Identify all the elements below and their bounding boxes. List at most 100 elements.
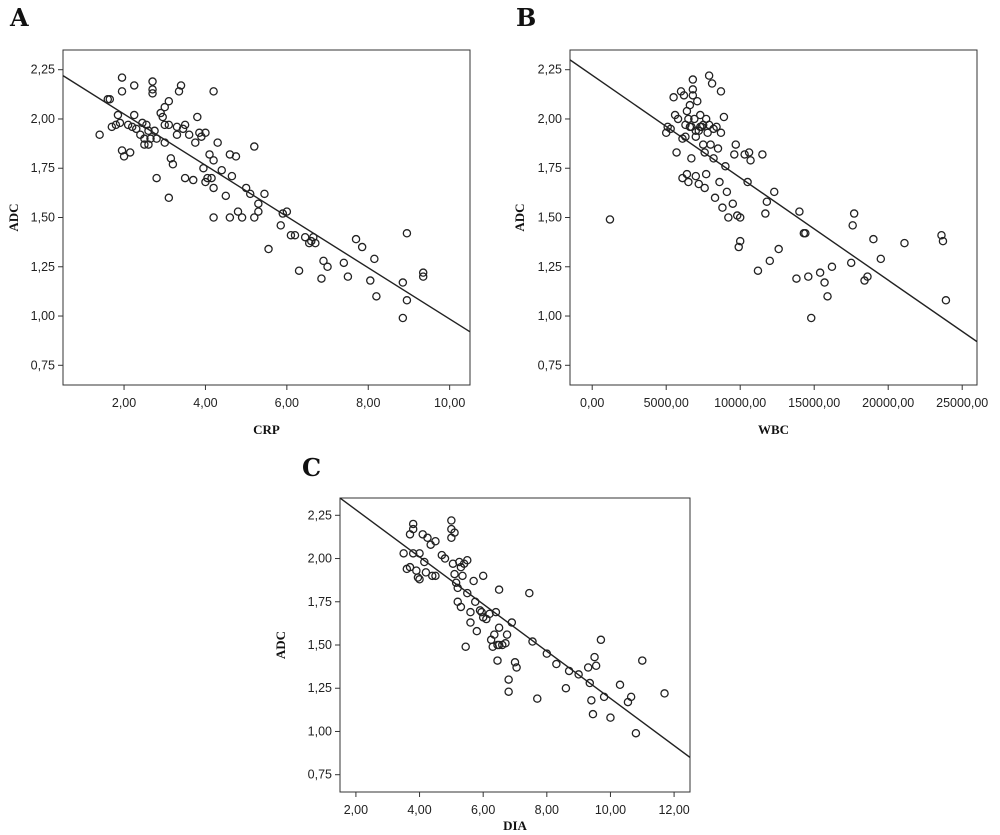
panel-b-data-point [721, 162, 730, 171]
panel-a-data-point [119, 152, 129, 161]
panel-b-y-tick-label: 1,75 [538, 161, 562, 175]
panel-c-data-point [399, 549, 408, 558]
panel-a-data-point [140, 134, 149, 143]
panel-a-data-point [372, 292, 381, 301]
panel-c-y-tick-label: 1,75 [308, 595, 332, 609]
panel-b-data-point [695, 110, 705, 120]
panel-b-data-point [731, 140, 741, 149]
panel-c-data-point [440, 554, 450, 563]
panel-a-x-tick-label: 8,00 [356, 396, 380, 410]
panel-b-data-point [669, 93, 678, 102]
panel-c-x-tick-label: 12,00 [658, 803, 689, 817]
panel-a-data-point [402, 229, 412, 238]
panel-b-y-tick-label: 0,75 [538, 358, 562, 372]
panel-c-data-point [408, 549, 418, 558]
panel-b-data-point [688, 75, 698, 84]
panel-c-data-point [475, 606, 485, 615]
panel-b-data-point [700, 148, 709, 157]
panel-b-y-tick-label: 1,50 [538, 211, 562, 225]
panel-a-data-point [209, 183, 218, 193]
panel-b-data-point [701, 169, 711, 179]
panel-a-data-point [309, 232, 318, 242]
panel-c-data-point [512, 663, 521, 672]
panel-c-data-point [493, 656, 502, 665]
panel-a-data-point [205, 150, 214, 159]
panel-a-data-point [142, 120, 151, 130]
panel-c-data-point [461, 642, 470, 651]
panel-a-data-point [217, 165, 226, 175]
panel-b-data-point [863, 272, 872, 281]
panel-c-x-tick-label: 10,00 [595, 803, 626, 817]
panel-b-data-point [869, 234, 878, 244]
panel-b-data-point [849, 209, 859, 218]
panel-a-data-point [286, 230, 296, 240]
panel-b-data-point [827, 262, 837, 272]
panel-c-data-point [596, 635, 606, 645]
panel-a-data-point [152, 173, 161, 183]
panel-b-data-point [728, 199, 738, 208]
panel-a-data-point [418, 272, 428, 281]
panel-b-data-point [735, 236, 745, 246]
panel-b-x-tick-label: 15000,00 [788, 396, 840, 410]
panel-b-data-point [735, 213, 745, 222]
panel-c-data-point [405, 562, 415, 572]
panel-a-y-tick-label: 0,75 [31, 358, 55, 372]
panel-b-data-point [694, 179, 704, 189]
panel-b-data-point [746, 156, 755, 165]
panel-b-data-point [753, 266, 763, 275]
panel-c-data-point [463, 588, 472, 598]
panel-c-data-point [615, 680, 625, 690]
panel-a-data-point [323, 262, 332, 272]
panel-a-data-point [127, 122, 137, 132]
panel-b-data-point [724, 213, 733, 222]
panel-b-data-point [938, 236, 948, 246]
panel-b-data-point [691, 171, 701, 181]
panel-b-data-point [792, 274, 801, 283]
panel-a-y-tick-label: 1,75 [31, 161, 55, 175]
panel-b-data-point [734, 242, 743, 252]
panel-b-data-point [762, 197, 772, 206]
panel-c-data-point [494, 623, 504, 632]
panel-a-data-point [209, 87, 218, 96]
panel-b-plot-area [569, 49, 978, 386]
panel-b-data-point [804, 272, 813, 281]
panel-b-x-tick-label: 20000,00 [862, 396, 914, 410]
panel-a-chart: A 2,00 4,00 6,00 8,00 10,00 0,75 1,00 1,25 1,50 1,… [6, 3, 471, 437]
panel-a-data-point [150, 126, 159, 136]
panel-a-data-point [231, 152, 241, 161]
panel-a-y-tick-label: 1,00 [31, 309, 55, 323]
panel-c-x-tick-label: 4,00 [407, 803, 431, 817]
panel-b-letter: B [516, 3, 536, 32]
panel-c-data-point [451, 578, 461, 587]
panel-c-data-point [428, 571, 437, 581]
panel-c-data-point [507, 618, 517, 627]
panel-a-data-point [113, 110, 123, 120]
panel-a-data-point [164, 96, 174, 106]
panel-c-data-point [561, 683, 571, 693]
panel-b-data-point [666, 124, 675, 134]
panel-b-data-point [707, 79, 717, 88]
panel-b-data-point [712, 122, 721, 132]
panel-c-x-tick-label: 8,00 [535, 803, 559, 817]
panel-a-data-point [339, 258, 349, 268]
panel-c-fit-line [340, 498, 690, 758]
panel-a-data-point [138, 118, 147, 128]
panel-a-data-point [160, 120, 169, 130]
panel-a-data-point [398, 278, 408, 287]
panel-b-data-point [848, 221, 857, 230]
panel-c-x-tick-label: 2,00 [344, 803, 368, 817]
panel-a-data-point [311, 238, 320, 248]
panel-b-data-point [820, 278, 829, 287]
panel-b-data-point [685, 100, 695, 110]
panel-c-plot-area [339, 497, 691, 793]
panel-c-data-point [463, 556, 472, 565]
panel-c-data-point [542, 649, 552, 658]
panel-a-data-point [148, 89, 157, 98]
panel-c-data-point [423, 533, 432, 543]
panel-a-data-point [254, 207, 263, 216]
panel-b-data-point [684, 177, 693, 187]
panel-a-data-point [351, 234, 361, 244]
panel-a-data-point [264, 244, 273, 254]
panel-a-plot-area [62, 49, 471, 386]
panel-b-data-point [710, 193, 720, 203]
